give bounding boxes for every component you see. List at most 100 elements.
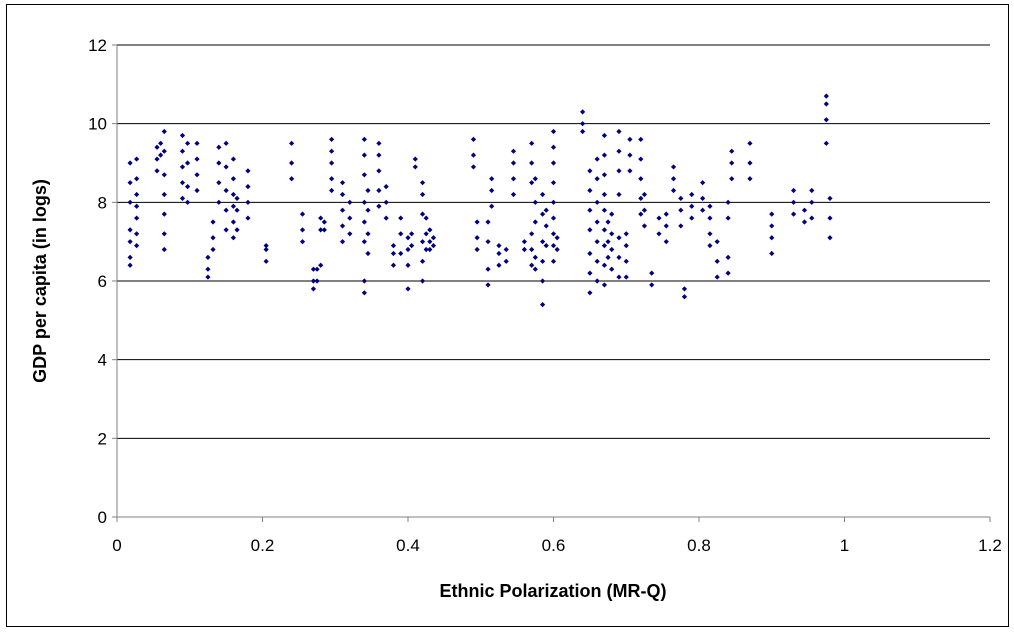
data-point — [134, 176, 140, 182]
data-point — [529, 140, 535, 146]
data-point — [623, 243, 629, 249]
x-tick-label: 1 — [840, 536, 849, 555]
data-point — [587, 207, 593, 213]
data-point — [580, 109, 586, 115]
data-points — [127, 93, 833, 308]
data-point — [689, 203, 695, 209]
data-point — [496, 243, 502, 249]
data-point — [419, 211, 426, 217]
data-point — [158, 152, 164, 158]
data-point — [430, 235, 437, 241]
data-point — [365, 187, 371, 194]
data-point — [532, 199, 538, 205]
data-point — [427, 239, 433, 245]
data-point — [194, 140, 200, 146]
data-point — [801, 219, 808, 225]
data-point — [601, 191, 608, 198]
x-tick-label: 1.2 — [978, 536, 1002, 555]
data-point — [707, 243, 713, 249]
gridlines — [117, 44, 990, 439]
data-point — [601, 282, 608, 288]
data-point — [725, 215, 731, 221]
data-point — [245, 168, 251, 174]
data-point — [329, 160, 335, 166]
data-point — [470, 152, 477, 158]
data-point — [790, 187, 797, 194]
data-point — [263, 246, 269, 253]
data-point — [329, 176, 335, 182]
data-point — [134, 191, 140, 198]
data-point — [430, 243, 437, 249]
data-point — [587, 168, 593, 174]
data-point — [409, 231, 415, 237]
data-point — [405, 262, 411, 268]
data-point — [616, 191, 622, 198]
data-point — [390, 250, 397, 257]
data-point — [550, 243, 557, 249]
data-point — [809, 187, 815, 194]
data-point — [678, 195, 684, 201]
data-point — [616, 274, 622, 280]
data-point — [223, 164, 229, 170]
data-point — [605, 219, 611, 225]
data-point — [409, 243, 415, 249]
data-point — [361, 219, 367, 225]
data-point — [474, 219, 480, 225]
data-point — [216, 199, 222, 205]
data-point — [594, 156, 600, 162]
data-point — [529, 180, 535, 186]
data-point — [318, 227, 324, 233]
data-point — [503, 246, 509, 253]
data-point — [223, 207, 229, 213]
data-point — [179, 180, 186, 186]
data-point — [605, 254, 611, 260]
data-point — [419, 191, 426, 198]
data-point — [532, 176, 538, 182]
data-point — [790, 199, 797, 205]
data-point — [127, 199, 133, 205]
data-point — [210, 219, 216, 225]
data-point — [539, 278, 546, 284]
data-point — [405, 286, 411, 292]
data-point — [127, 239, 133, 245]
data-point — [365, 207, 371, 213]
data-point — [412, 164, 418, 170]
data-point — [365, 231, 371, 237]
data-point — [230, 219, 236, 225]
data-point — [485, 282, 491, 288]
data-point — [179, 132, 186, 139]
data-point — [689, 191, 695, 198]
data-point — [419, 180, 426, 186]
data-point — [398, 250, 404, 257]
data-point — [289, 176, 295, 182]
data-point — [638, 195, 644, 201]
data-point — [550, 180, 557, 186]
data-point — [678, 223, 684, 229]
data-point — [383, 199, 389, 205]
data-point — [390, 262, 397, 268]
y-tick-label: 12 — [88, 36, 107, 55]
data-point — [641, 207, 648, 213]
data-point — [609, 266, 615, 272]
data-point — [361, 136, 367, 142]
data-point — [681, 294, 688, 300]
data-point — [154, 168, 160, 174]
data-point — [670, 187, 677, 194]
data-point — [489, 176, 495, 182]
data-point — [339, 223, 346, 229]
data-point — [550, 231, 557, 237]
data-point — [550, 215, 557, 221]
data-point — [299, 227, 306, 233]
data-point — [580, 121, 586, 127]
data-point — [539, 211, 546, 217]
data-point — [656, 231, 662, 237]
data-point — [638, 156, 644, 162]
data-point — [234, 207, 240, 213]
data-point — [594, 219, 600, 225]
data-point — [663, 239, 669, 245]
data-point — [707, 203, 713, 209]
data-point — [529, 262, 535, 268]
data-point — [627, 136, 633, 142]
data-point — [205, 266, 211, 272]
data-point — [700, 195, 706, 201]
